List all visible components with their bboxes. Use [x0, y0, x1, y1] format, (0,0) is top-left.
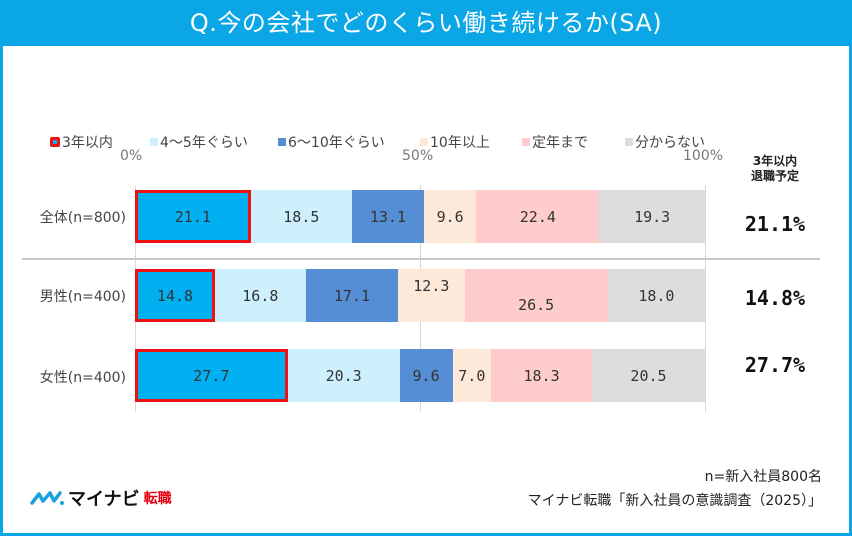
row-divider [22, 258, 820, 260]
bar-segment-3yr: 27.7 [135, 349, 288, 402]
chart-title: Q.今の会社でどのくらい働き続けるか(SA) [0, 0, 852, 46]
legend-swatch-icon [278, 138, 286, 146]
bar-segment-retirement: 22.4 [476, 190, 600, 243]
bar-segment-10yr-plus: 7.0 [452, 349, 492, 402]
legend-swatch-icon [420, 138, 428, 146]
legend-label: 3年以内 [62, 135, 113, 151]
bar-segment-unknown: 18.0 [607, 269, 705, 322]
mynavi-logo: マイナビ 転職 [30, 485, 172, 511]
bar-total: 21.1 18.5 13.1 9.6 22.4 19.3 [135, 190, 706, 243]
bar-segment-3yr: 21.1 [135, 190, 251, 243]
logo-subtext: 転職 [143, 491, 172, 507]
legend-swatch-icon [50, 137, 60, 147]
bar-segment-retirement: 18.3 [491, 349, 592, 402]
legend-item-10yr-plus: 10年以上 [420, 132, 490, 152]
bar-segment-unknown: 20.5 [591, 349, 705, 402]
legend-label: 10年以上 [430, 135, 490, 151]
legend-item-unknown: 分からない [625, 132, 705, 152]
legend-swatch-icon [522, 138, 530, 146]
bar-segment-4-5yr: 18.5 [250, 190, 353, 243]
legend-label: 6〜10年ぐらい [288, 135, 385, 151]
row-label-female: 女性(n=400) [39, 370, 126, 386]
legend-swatch-icon [625, 138, 633, 146]
sample-note: n=新入社員800名 [704, 469, 822, 485]
bar-segment-4-5yr: 16.8 [214, 269, 306, 322]
side-value-total: 21.1% [744, 212, 806, 236]
bar-segment-10yr-plus: 12.3 [398, 269, 465, 322]
legend-item-retirement: 定年まで [522, 132, 588, 152]
bar-segment-6-10yr: 13.1 [352, 190, 424, 243]
bar-female: 27.7 20.3 9.6 7.0 18.3 20.5 [135, 349, 705, 402]
bar-segment-3yr: 14.8 [135, 269, 215, 322]
row-label-male: 男性(n=400) [39, 289, 126, 305]
side-header-line1: 3年以内 [752, 154, 798, 168]
source-note: マイナビ転職「新入社員の意識調査（2025）」 [527, 493, 822, 509]
legend-label: 定年まで [532, 135, 588, 151]
legend-item-3yr: 3年以内 [50, 132, 113, 152]
side-header-line2: 退職予定 [750, 169, 799, 183]
logo-text: マイナビ [68, 489, 140, 510]
bar-segment-4-5yr: 20.3 [287, 349, 400, 402]
bar-segment-6-10yr: 17.1 [305, 269, 399, 322]
bar-segment-unknown: 19.3 [599, 190, 706, 243]
bar-segment-10yr-plus: 9.6 [423, 190, 477, 243]
row-label-total: 全体(n=800) [39, 210, 126, 226]
axis-tick-100: 100% [683, 148, 724, 164]
legend-label: 分からない [635, 135, 705, 151]
legend-item-4-5yr: 4〜5年ぐらい [150, 132, 248, 152]
mynavi-wave-icon [30, 491, 64, 505]
side-value-male: 14.8% [744, 286, 806, 310]
bar-segment-6-10yr: 9.6 [399, 349, 453, 402]
side-value-female: 27.7% [744, 353, 806, 377]
bar-male: 14.8 16.8 17.1 12.3 26.5 18.0 [135, 269, 705, 322]
gridline-100 [705, 185, 706, 412]
side-column-header: 3年以内 退職予定 [735, 154, 815, 184]
axis-tick-0: 0% [120, 148, 143, 164]
legend-item-6-10yr: 6〜10年ぐらい [278, 132, 385, 152]
legend-label: 4〜5年ぐらい [160, 135, 248, 151]
axis-tick-50: 50% [402, 148, 434, 164]
bar-segment-retirement: 26.5 [464, 269, 608, 322]
legend-swatch-icon [150, 138, 158, 146]
